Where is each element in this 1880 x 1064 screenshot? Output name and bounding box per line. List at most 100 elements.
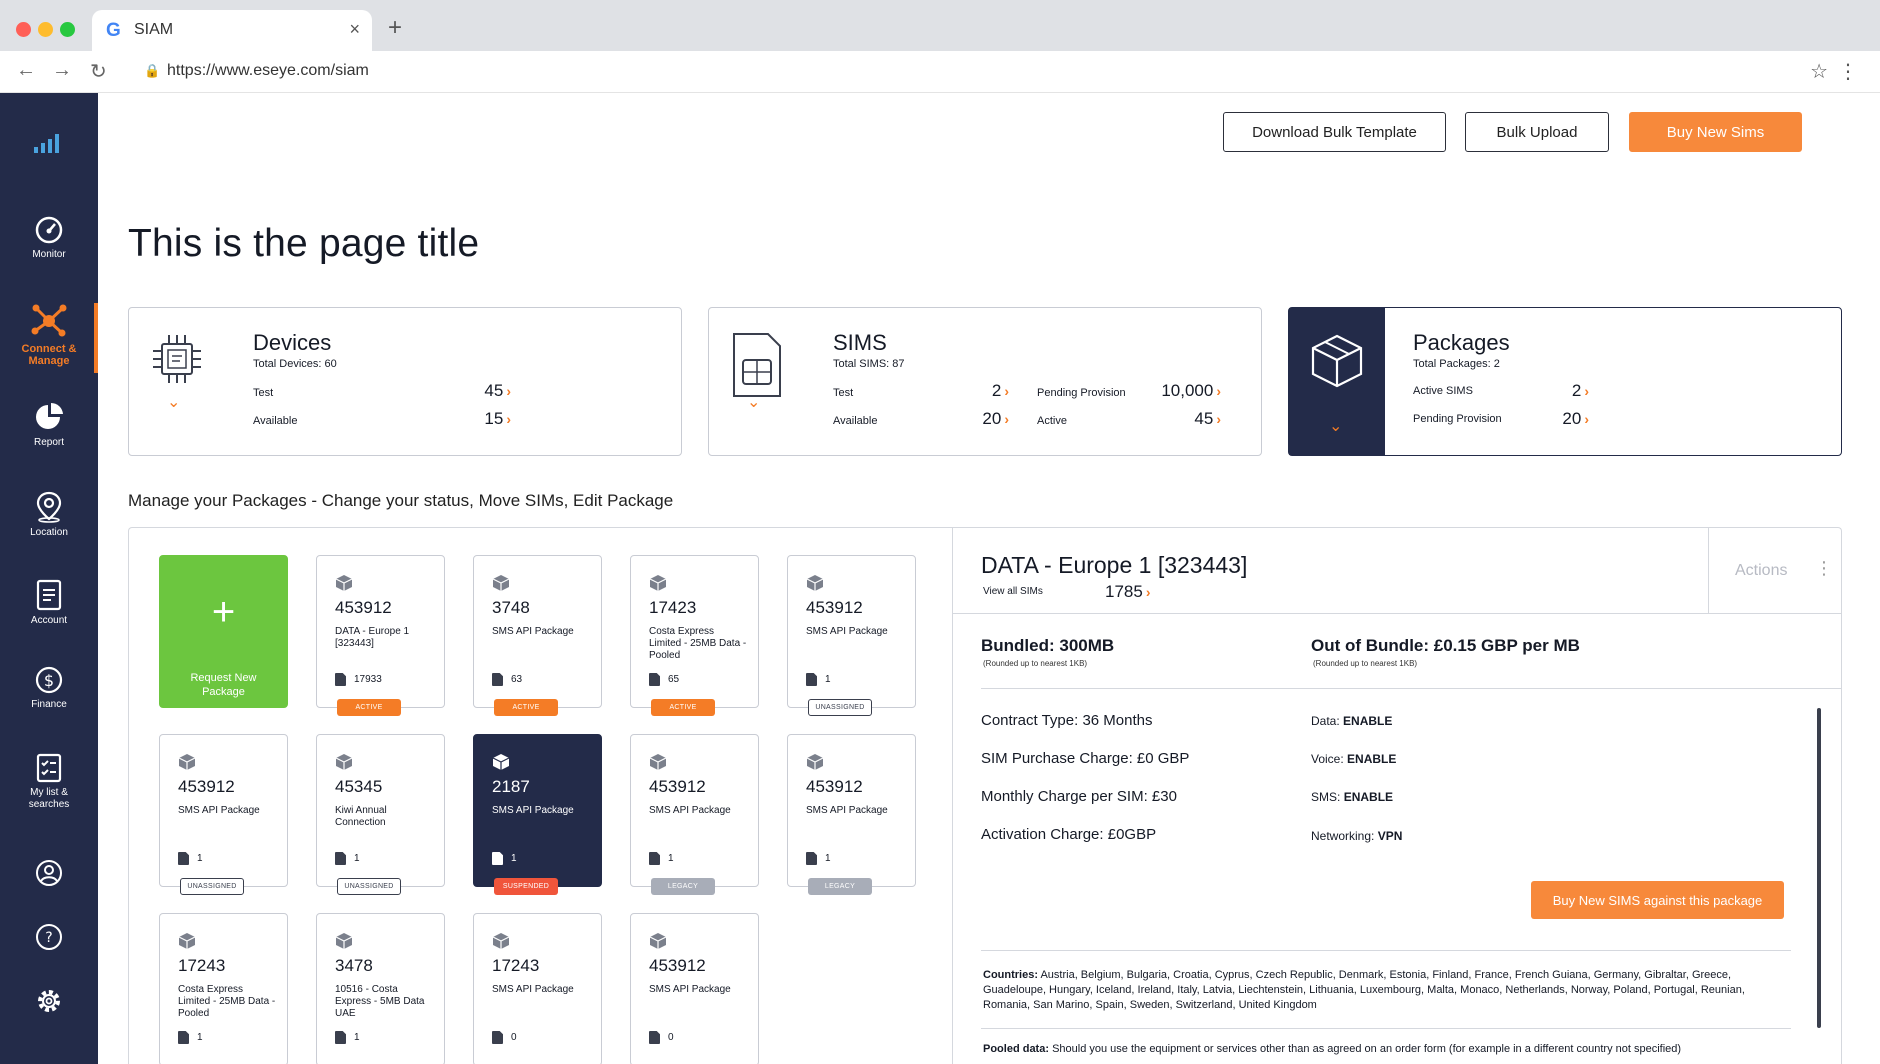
package-tile[interactable]: 453912 SMS API Package 1 LEGACY [630, 734, 759, 895]
tab-title: SIAM [134, 21, 174, 38]
package-tile[interactable]: 17423 Costa Express Limited - 25MB Data -… [630, 555, 759, 716]
package-tile[interactable]: 453912 DATA - Europe 1 [323443] 17933 ACTIV… [316, 555, 445, 716]
chevron-right-icon: › [506, 383, 511, 399]
sims-active-value[interactable]: 45 › [1194, 409, 1221, 428]
package-sim-count: 1 [335, 852, 360, 865]
forward-arrow-icon[interactable]: → [52, 59, 72, 81]
browser-menu-icon[interactable]: ⋮ [1838, 61, 1858, 83]
expand-chevron-icon[interactable]: ⌄ [1329, 418, 1343, 435]
buy-new-sims-button[interactable]: Buy New Sims [1629, 112, 1802, 152]
status-badge: ACTIVE [651, 699, 715, 716]
package-sim-count: 63 [492, 673, 522, 686]
expand-chevron-icon[interactable]: ⌄ [167, 394, 181, 411]
package-name: SMS API Package [806, 626, 888, 637]
sidebar-item-settings[interactable] [0, 987, 98, 1015]
sims-total: Total SIMS: 87 [833, 358, 905, 370]
window-maximize-dot[interactable] [60, 22, 75, 37]
sidebar-item-report[interactable]: Report [0, 401, 98, 449]
package-tile[interactable]: 453912 SMS API Package 1 UNASSIGNED [787, 555, 916, 716]
devices-available-value[interactable]: 15 › [484, 409, 511, 428]
sims-summary-card[interactable]: ⌄ SIMS Total SIMS: 87 Test 2 › Available … [708, 307, 1262, 456]
package-tile[interactable]: 453912 SMS API Package 1 UNASSIGNED [159, 734, 288, 895]
package-tile[interactable]: 453912 SMS API Package 1 LEGACY [787, 734, 916, 895]
devices-summary-card[interactable]: ⌄ Devices Total Devices: 60 Test 45 › Ava… [128, 307, 682, 456]
sidebar-item-monitor[interactable]: Monitor [0, 215, 98, 261]
box-icon [806, 575, 824, 591]
packages-active-value[interactable]: 2 › [1571, 381, 1589, 400]
section-label: Manage your Packages - Change your statu… [128, 491, 674, 510]
back-arrow-icon[interactable]: ← [16, 59, 36, 81]
package-tile[interactable]: 3748 SMS API Package 63 ACTIVE [473, 555, 602, 716]
download-bulk-template-button[interactable]: Download Bulk Template [1223, 112, 1446, 152]
detail-sim-count[interactable]: 1785 › [1105, 582, 1151, 601]
sims-pending-value[interactable]: 10,000 › [1161, 381, 1221, 400]
sidebar-item-finance[interactable]: $ Finance [0, 665, 98, 711]
package-sim-count: 0 [649, 1031, 674, 1044]
browser-tab-bar: G SIAM × + [0, 0, 1880, 51]
sidebar-item-account[interactable]: Account [0, 579, 98, 627]
sims-available-value[interactable]: 20 › [982, 409, 1009, 428]
sidebar-item-my-list[interactable]: My list & searches [0, 753, 98, 811]
package-grid: + Request New Package 453912 DATA - Europ… [129, 528, 952, 1064]
view-all-sims-link[interactable]: View all SIMs [983, 586, 1043, 597]
browser-tab[interactable]: G SIAM × [92, 10, 372, 51]
status-badge: SUSPENDED [494, 878, 558, 895]
sidebar-label: Finance [31, 699, 67, 710]
package-tile[interactable]: 2187 SMS API Package 1 SUSPENDED [473, 734, 602, 895]
devices-test-value[interactable]: 45 › [484, 381, 511, 400]
packages-summary-card[interactable]: ⌄ Packages Total Packages: 2 Active SIMS… [1288, 307, 1842, 456]
sidebar-item-connect-manage[interactable]: Connect & Manage [0, 303, 98, 373]
url-text[interactable]: https://www.eseye.com/siam [167, 62, 369, 79]
box-icon [806, 754, 824, 770]
package-sim-count: 1 [335, 1031, 360, 1044]
bulk-upload-button[interactable]: Bulk Upload [1465, 112, 1609, 152]
window-close-dot[interactable] [16, 22, 31, 37]
buy-sims-against-package-button[interactable]: Buy New SIMS against this package [1531, 881, 1784, 919]
packages-pending-value[interactable]: 20 › [1562, 409, 1589, 428]
package-tile[interactable]: 453912 SMS API Package 0 [630, 913, 759, 1064]
sidebar-item-profile[interactable] [0, 859, 98, 887]
sidebar-label: Monitor [32, 249, 66, 260]
status-badge: ACTIVE [494, 699, 558, 716]
divider [953, 613, 1842, 614]
sidebar-item-location[interactable]: Location [0, 491, 98, 539]
package-tile[interactable]: 17243 Costa Express Limited - 25MB Data -… [159, 913, 288, 1064]
package-id: 453912 [335, 598, 392, 617]
divider [981, 688, 1842, 689]
status-badge: ACTIVE [337, 699, 401, 716]
expand-chevron-icon[interactable]: ⌄ [747, 394, 761, 411]
package-id: 17243 [178, 956, 226, 975]
sim-card-icon [733, 333, 781, 397]
package-name: 10516 - Costa Express - 5MB Data UAE [335, 984, 425, 1019]
sidebar: Monitor Connect & Manage Report Location [0, 93, 98, 1064]
package-tile[interactable]: 3478 10516 - Costa Express - 5MB Data UAE… [316, 913, 445, 1064]
detail-scrollbar[interactable] [1817, 708, 1821, 1028]
actions-label: Actions [1735, 562, 1788, 579]
tab-close-icon[interactable]: × [349, 19, 360, 39]
box-icon [178, 933, 196, 949]
sims-active-label: Active [1037, 415, 1067, 427]
package-id: 17243 [492, 956, 540, 975]
sidebar-item-help[interactable]: ? [0, 923, 98, 951]
package-sim-count: 1 [806, 852, 831, 865]
package-tile[interactable]: 45345 Kiwi Annual Connection 1 UNASSIGNED [316, 734, 445, 895]
package-tile[interactable]: 17243 SMS API Package 0 [473, 913, 602, 1064]
request-new-package-tile[interactable]: + Request New Package [159, 555, 288, 708]
package-id: 3478 [335, 956, 373, 975]
reload-icon[interactable]: ↻ [90, 61, 107, 83]
actions-menu[interactable]: Actions ⋮ [1708, 528, 1842, 613]
signal-logo-icon[interactable] [32, 131, 64, 155]
box-icon [335, 575, 353, 591]
bookmark-star-icon[interactable]: ☆ [1810, 61, 1828, 83]
sim-file-icon [335, 852, 346, 865]
devices-title: Devices [253, 330, 332, 355]
package-name: Costa Express Limited - 25MB Data - Pool… [649, 626, 747, 661]
sims-test-value[interactable]: 2 › [991, 381, 1009, 400]
devices-test-label: Test [253, 387, 274, 399]
window-minimize-dot[interactable] [38, 22, 53, 37]
chevron-right-icon: › [1145, 584, 1151, 600]
sms-flag: SMS: ENABLE [1311, 790, 1394, 804]
new-tab-icon[interactable]: + [388, 14, 403, 41]
checklist-icon [36, 753, 62, 783]
bundled-value: Bundled: 300MB [981, 636, 1115, 655]
